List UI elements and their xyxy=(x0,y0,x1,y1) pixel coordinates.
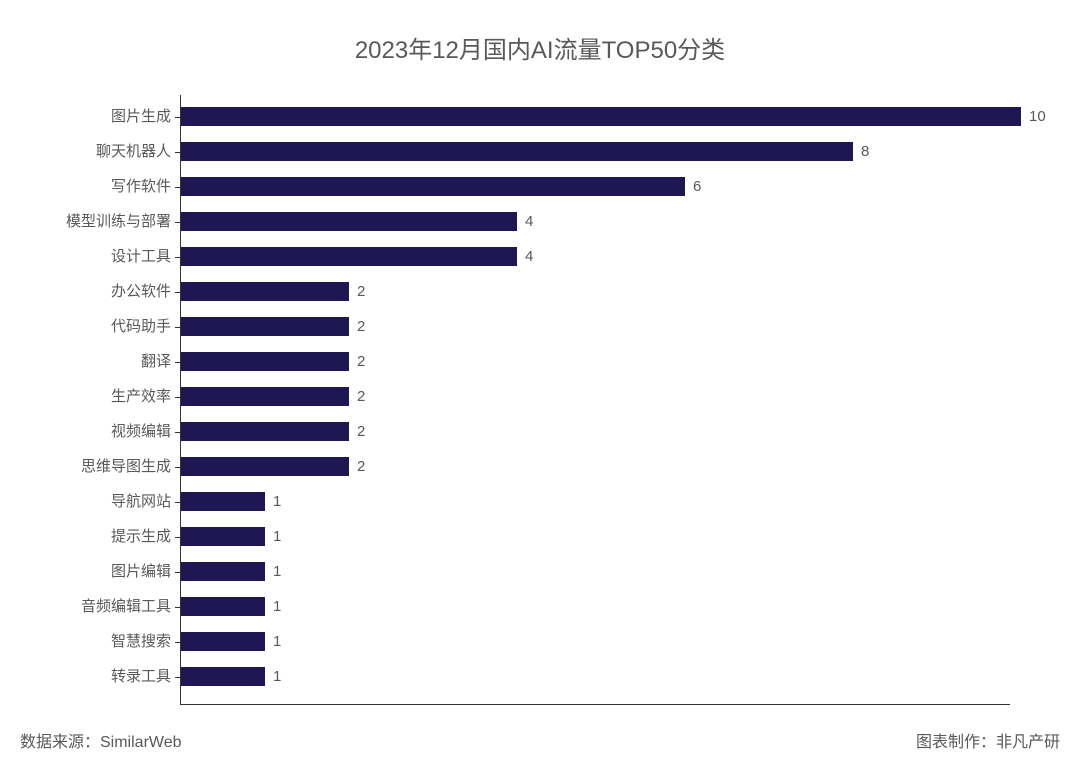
bar-row: 思维导图生成2 xyxy=(181,457,365,476)
category-label: 提示生成 xyxy=(31,527,171,546)
category-label: 导航网站 xyxy=(31,492,171,511)
bar-value: 2 xyxy=(357,353,365,370)
bar-value: 2 xyxy=(357,423,365,440)
y-tick xyxy=(175,362,181,363)
bar-row: 翻译2 xyxy=(181,352,365,371)
bar-value: 2 xyxy=(357,283,365,300)
y-tick xyxy=(175,152,181,153)
y-tick xyxy=(175,467,181,468)
bar xyxy=(181,632,265,651)
category-label: 智慧搜索 xyxy=(31,632,171,651)
bar-value: 1 xyxy=(273,598,281,615)
bar-value: 1 xyxy=(273,493,281,510)
category-label: 翻译 xyxy=(31,352,171,371)
bar-row: 提示生成1 xyxy=(181,527,281,546)
bar-value: 1 xyxy=(273,528,281,545)
plot-area: 图片生成10聊天机器人8写作软件6模型训练与部署4设计工具4办公软件2代码助手2… xyxy=(180,95,1010,705)
y-tick xyxy=(175,117,181,118)
bar xyxy=(181,247,517,266)
bar-row: 聊天机器人8 xyxy=(181,142,869,161)
bar xyxy=(181,352,349,371)
bar-row: 导航网站1 xyxy=(181,492,281,511)
bar xyxy=(181,282,349,301)
bar xyxy=(181,422,349,441)
y-tick xyxy=(175,327,181,328)
category-label: 办公软件 xyxy=(31,282,171,301)
bar-row: 代码助手2 xyxy=(181,317,365,336)
category-label: 转录工具 xyxy=(31,667,171,686)
bar-value: 2 xyxy=(357,318,365,335)
bar-value: 2 xyxy=(357,388,365,405)
bar-row: 设计工具4 xyxy=(181,247,533,266)
y-tick xyxy=(175,642,181,643)
bar-value: 6 xyxy=(693,178,701,195)
category-label: 视频编辑 xyxy=(31,422,171,441)
bar xyxy=(181,212,517,231)
bar-value: 8 xyxy=(861,143,869,160)
bar xyxy=(181,527,265,546)
bar xyxy=(181,177,685,196)
chart-container: 2023年12月国内AI流量TOP50分类 图片生成10聊天机器人8写作软件6模… xyxy=(0,0,1080,770)
y-tick xyxy=(175,257,181,258)
bar-value: 4 xyxy=(525,213,533,230)
category-label: 设计工具 xyxy=(31,247,171,266)
bar-row: 转录工具1 xyxy=(181,667,281,686)
bar xyxy=(181,317,349,336)
category-label: 生产效率 xyxy=(31,387,171,406)
bar-row: 智慧搜索1 xyxy=(181,632,281,651)
y-tick xyxy=(175,537,181,538)
bar xyxy=(181,457,349,476)
bar xyxy=(181,142,853,161)
bar-row: 图片生成10 xyxy=(181,107,1046,126)
bar xyxy=(181,597,265,616)
credit-label: 图表制作：非凡产研 xyxy=(916,728,1060,752)
bar-row: 写作软件6 xyxy=(181,177,701,196)
bar xyxy=(181,667,265,686)
y-tick xyxy=(175,677,181,678)
bar xyxy=(181,562,265,581)
bar-value: 1 xyxy=(273,563,281,580)
category-label: 代码助手 xyxy=(31,317,171,336)
bar-row: 办公软件2 xyxy=(181,282,365,301)
bar-row: 视频编辑2 xyxy=(181,422,365,441)
category-label: 图片编辑 xyxy=(31,562,171,581)
bar xyxy=(181,107,1021,126)
category-label: 聊天机器人 xyxy=(31,142,171,161)
category-label: 图片生成 xyxy=(31,107,171,126)
bar xyxy=(181,387,349,406)
bar xyxy=(181,492,265,511)
bar-row: 音频编辑工具1 xyxy=(181,597,281,616)
y-tick xyxy=(175,572,181,573)
bar-value: 1 xyxy=(273,668,281,685)
y-tick xyxy=(175,607,181,608)
y-tick xyxy=(175,397,181,398)
bar-value: 10 xyxy=(1029,108,1046,125)
chart-title: 2023年12月国内AI流量TOP50分类 xyxy=(30,30,1050,65)
bar-value: 1 xyxy=(273,633,281,650)
y-tick xyxy=(175,187,181,188)
category-label: 音频编辑工具 xyxy=(31,597,171,616)
bar-row: 模型训练与部署4 xyxy=(181,212,533,231)
source-label: 数据来源：SimilarWeb xyxy=(20,728,182,752)
bar-row: 图片编辑1 xyxy=(181,562,281,581)
y-tick xyxy=(175,222,181,223)
category-label: 写作软件 xyxy=(31,177,171,196)
category-label: 思维导图生成 xyxy=(31,457,171,476)
y-tick xyxy=(175,292,181,293)
bar-value: 2 xyxy=(357,458,365,475)
bar-row: 生产效率2 xyxy=(181,387,365,406)
y-tick xyxy=(175,502,181,503)
y-tick xyxy=(175,432,181,433)
category-label: 模型训练与部署 xyxy=(31,212,171,231)
bar-value: 4 xyxy=(525,248,533,265)
